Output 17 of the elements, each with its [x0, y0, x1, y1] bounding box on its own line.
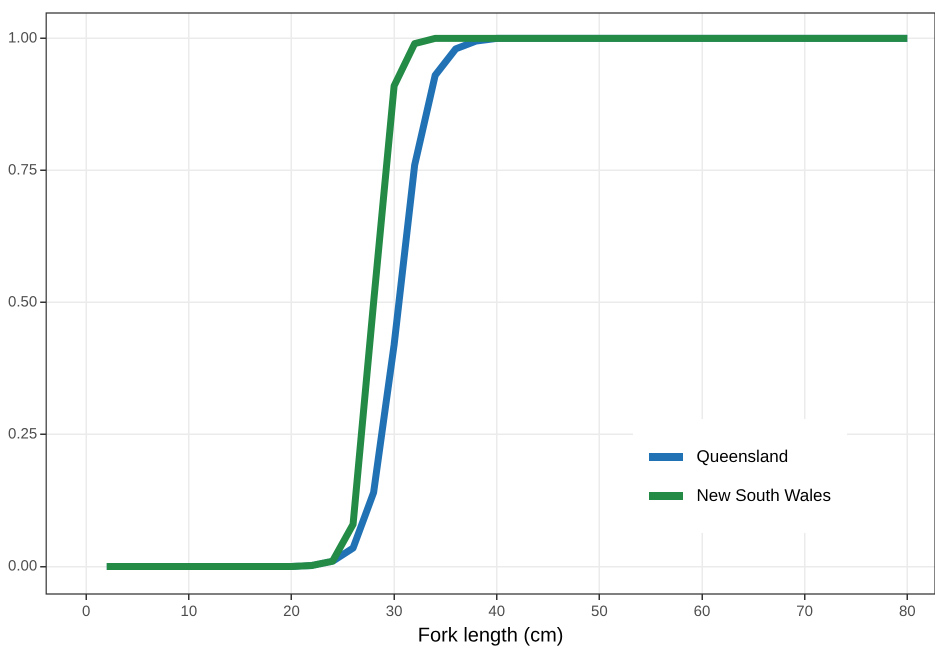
- x-tick-label: 40: [488, 603, 506, 620]
- y-tick-label: 0.75: [8, 162, 38, 179]
- legend-label: New South Wales: [696, 486, 831, 506]
- x-tick-label: 60: [694, 603, 710, 620]
- x-tick-label: 70: [796, 603, 813, 620]
- legend-label: Queensland: [696, 446, 788, 466]
- x-tick-label: 20: [283, 603, 300, 620]
- y-tick-label: 0.25: [8, 426, 38, 443]
- x-tick-label: 10: [180, 603, 198, 620]
- x-tick-label: 50: [591, 603, 608, 620]
- y-tick-label: 0.50: [8, 294, 38, 311]
- x-axis-title: Fork length (cm): [418, 624, 564, 647]
- x-tick-label: 30: [386, 603, 402, 620]
- y-tick-label: 1.00: [8, 29, 38, 46]
- y-tick-label: 0.00: [8, 558, 38, 575]
- x-tick-label: 80: [898, 603, 916, 620]
- x-tick-label: 0: [82, 603, 90, 620]
